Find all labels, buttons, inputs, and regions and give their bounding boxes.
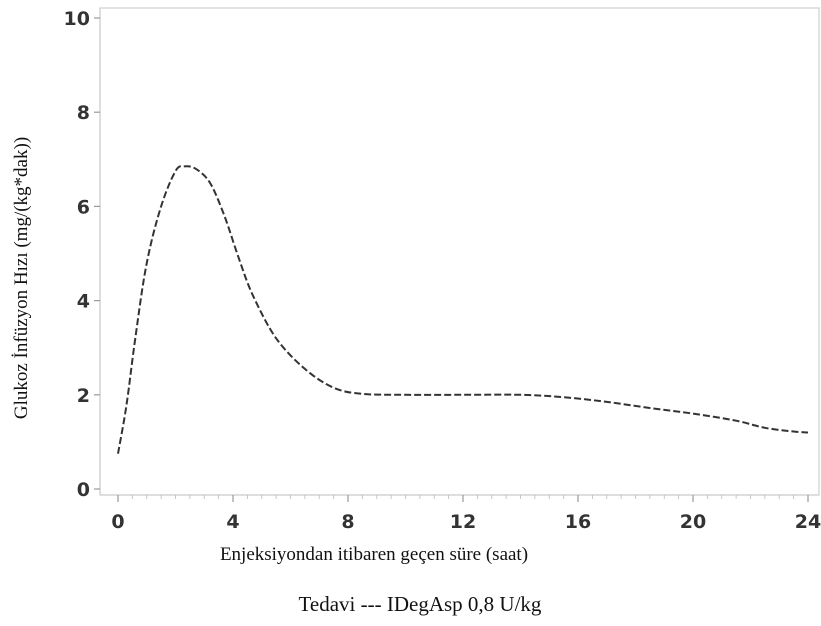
- y-tick-label: 0: [77, 479, 90, 501]
- y-tick-label: 2: [77, 385, 90, 407]
- x-tick-group: 0 4 8 12 16 20 24: [111, 495, 821, 533]
- y-tick-label: 10: [64, 8, 90, 30]
- y-axis-title: Glukoz İnfüzyon Hızı (mg/(kg*dak)): [11, 137, 32, 419]
- y-tick-label: 4: [77, 291, 90, 313]
- x-tick-label: 8: [341, 511, 354, 533]
- y-tick-group: 0 2 4 6 8 10: [64, 8, 100, 501]
- y-tick-label: 8: [77, 102, 90, 124]
- x-tick-label: 20: [680, 511, 706, 533]
- x-axis-title: Enjeksiyondan itibaren geçen süre (saat): [220, 544, 528, 565]
- plot-frame: [99, 7, 820, 496]
- series-line: [117, 165, 809, 454]
- x-tick-label: 12: [450, 511, 476, 533]
- legend-text: Tedavi --- IDegAsp 0,8 U/kg: [299, 592, 542, 616]
- y-tick-label: 6: [77, 196, 90, 218]
- x-tick-label: 24: [795, 511, 821, 533]
- x-tick-label: 0: [111, 511, 124, 533]
- x-tick-label: 16: [565, 511, 591, 533]
- x-tick-label: 4: [226, 511, 239, 533]
